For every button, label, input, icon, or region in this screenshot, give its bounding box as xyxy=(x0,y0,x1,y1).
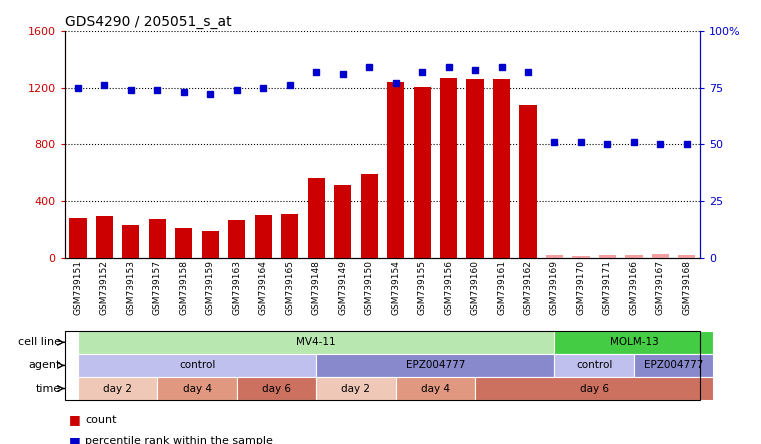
Text: ■: ■ xyxy=(68,413,80,427)
Bar xyxy=(599,255,616,258)
Bar xyxy=(334,185,352,258)
Bar xyxy=(652,254,669,258)
Text: control: control xyxy=(576,361,613,370)
Text: EPZ004777: EPZ004777 xyxy=(406,361,465,370)
Bar xyxy=(493,79,510,258)
Bar xyxy=(307,178,325,258)
Text: percentile rank within the sample: percentile rank within the sample xyxy=(85,436,273,444)
Bar xyxy=(228,220,245,258)
Text: day 4: day 4 xyxy=(183,384,212,393)
Text: ■: ■ xyxy=(68,435,80,444)
Text: day 6: day 6 xyxy=(580,384,609,393)
Text: count: count xyxy=(85,415,116,425)
Text: agent: agent xyxy=(28,361,61,370)
Bar xyxy=(69,218,87,258)
Bar xyxy=(440,78,457,258)
Text: cell line: cell line xyxy=(18,337,61,347)
Bar xyxy=(626,255,642,258)
Bar xyxy=(572,256,590,258)
Bar xyxy=(175,228,193,258)
Text: GDS4290 / 205051_s_at: GDS4290 / 205051_s_at xyxy=(65,15,231,29)
Bar xyxy=(546,255,563,258)
Text: day 2: day 2 xyxy=(103,384,132,393)
Bar xyxy=(96,216,113,258)
Bar xyxy=(123,225,139,258)
Text: MV4-11: MV4-11 xyxy=(296,337,336,347)
Text: time: time xyxy=(36,384,61,393)
Bar xyxy=(202,230,219,258)
Bar xyxy=(281,214,298,258)
Bar xyxy=(148,219,166,258)
Bar xyxy=(387,82,404,258)
Bar xyxy=(466,79,484,258)
Bar xyxy=(520,105,537,258)
Bar xyxy=(678,255,696,258)
Text: day 4: day 4 xyxy=(421,384,450,393)
Bar xyxy=(361,174,377,258)
Text: control: control xyxy=(179,361,215,370)
Bar xyxy=(255,215,272,258)
Text: day 2: day 2 xyxy=(342,384,371,393)
Text: day 6: day 6 xyxy=(262,384,291,393)
Text: EPZ004777: EPZ004777 xyxy=(644,361,703,370)
Text: MOLM-13: MOLM-13 xyxy=(610,337,658,347)
Bar xyxy=(413,87,431,258)
